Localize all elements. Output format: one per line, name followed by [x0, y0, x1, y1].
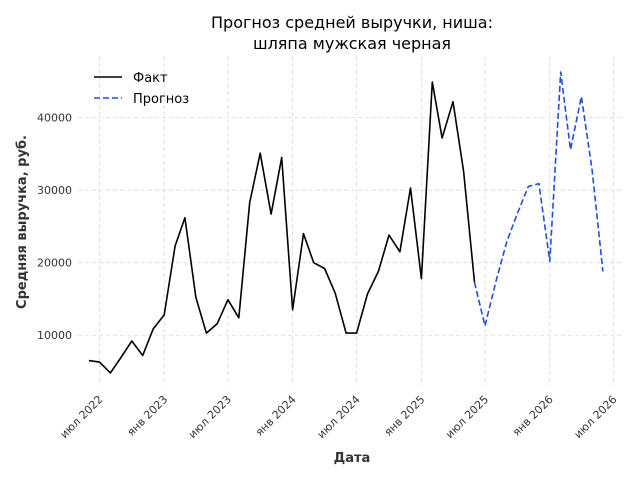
x-tick-label: янв 2023	[124, 393, 170, 439]
x-tick-label: июл 2022	[58, 393, 106, 441]
x-tick-label: янв 2024	[253, 393, 299, 439]
x-tick-label: янв 2025	[382, 393, 428, 439]
chart-title-line: шляпа мужская черная	[253, 34, 451, 53]
chart-title: Прогноз средней выручки, ниша: шляпа мужс…	[211, 13, 493, 53]
y-tick-label: 40000	[37, 112, 72, 125]
x-tick-label: июл 2024	[315, 393, 363, 441]
x-tick-label: янв 2026	[510, 393, 556, 439]
x-axis-ticks: июл 2022 янв 2023 июл 2023 янв 2024 июл 2024…	[58, 393, 620, 441]
legend-label: Факт	[133, 71, 168, 86]
y-tick-label: 30000	[37, 184, 72, 197]
x-tick-label: июл 2023	[186, 393, 234, 441]
series-line-forecast	[473, 71, 604, 327]
y-tick-label: 20000	[37, 257, 72, 270]
x-axis-label: Дата	[334, 451, 371, 466]
series-line-fact	[88, 81, 476, 374]
y-tick-label: 10000	[37, 329, 72, 342]
legend: Факт Прогноз	[94, 71, 189, 107]
y-axis-ticks: 10000 20000 30000 40000	[37, 112, 72, 343]
x-tick-label: июл 2026	[572, 393, 620, 441]
chart-title-line: Прогноз средней выручки, ниша:	[211, 13, 493, 32]
series-lines	[88, 71, 604, 374]
y-axis-label: Средняя выручка, руб.	[15, 135, 30, 309]
legend-label: Прогноз	[133, 92, 189, 107]
x-tick-label: июл 2025	[443, 393, 491, 441]
